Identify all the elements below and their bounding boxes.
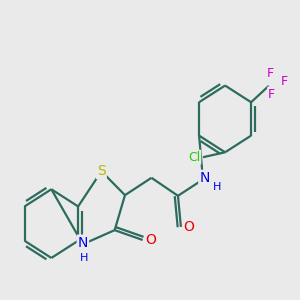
Text: H: H [213, 182, 221, 192]
Text: N: N [78, 236, 88, 250]
Text: O: O [184, 220, 195, 234]
Text: F: F [268, 88, 275, 100]
Text: N: N [199, 171, 210, 185]
Text: S: S [97, 164, 106, 178]
Text: H: H [80, 253, 88, 263]
Text: F: F [280, 76, 288, 88]
Text: O: O [146, 233, 156, 247]
Text: Cl: Cl [188, 151, 200, 164]
Text: F: F [267, 67, 274, 80]
